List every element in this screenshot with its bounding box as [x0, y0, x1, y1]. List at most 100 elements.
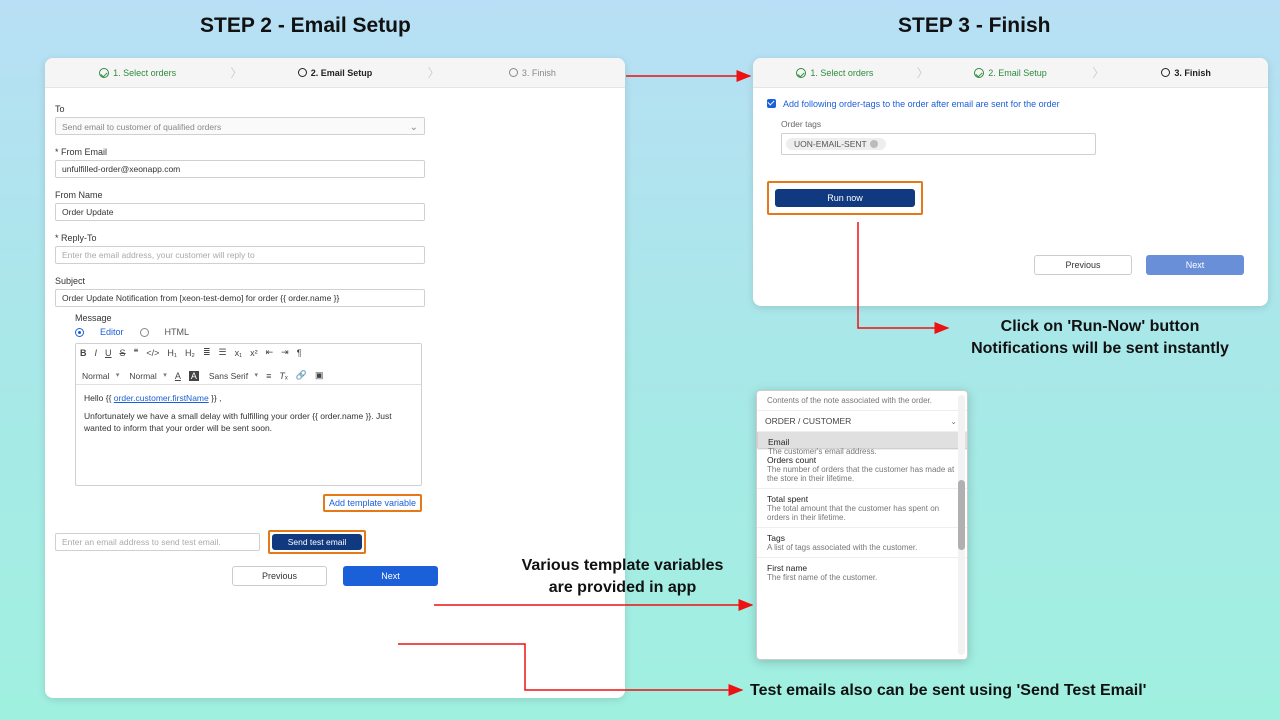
var-row-total-spent[interactable]: Total spent The total amount that the cu… [757, 488, 967, 527]
radio-html[interactable] [140, 328, 149, 337]
message-label: Message [75, 313, 615, 323]
link-icon[interactable]: 🔗 [296, 370, 307, 381]
wizard-step-1[interactable]: 1. Select orders [753, 68, 917, 78]
chevron-icon: 〉 [917, 64, 929, 81]
wizard-step-2[interactable]: 2. Email Setup [242, 68, 427, 78]
panel-step2: 1. Select orders 〉 2. Email Setup 〉 3. F… [45, 58, 625, 698]
h2-button[interactable]: H₂ [185, 348, 195, 358]
next-button[interactable]: Next [1146, 255, 1244, 275]
var-row-first-name[interactable]: First name The first name of the custome… [757, 557, 967, 587]
order-tags-input[interactable]: UON-EMAIL-SENT [781, 133, 1096, 155]
wizard-step-2-label: 2. Email Setup [311, 68, 373, 78]
send-test-email-button[interactable]: Send test email [272, 534, 362, 550]
subject-input[interactable] [55, 289, 425, 307]
indent-icon[interactable]: ⇥ [281, 347, 289, 358]
list-ol-icon[interactable]: ≣ [203, 347, 211, 358]
wizard-step-3-label: 3. Finish [522, 68, 556, 78]
var-title: Email [768, 437, 968, 447]
run-now-button[interactable]: Run now [775, 189, 915, 207]
editor-template-var: order.customer.firstName [114, 393, 209, 403]
wizard-step-2[interactable]: 2. Email Setup [929, 68, 1093, 78]
direction-icon[interactable]: ¶ [297, 348, 302, 358]
check-icon [796, 68, 806, 78]
highlight-send-test-email: Send test email [268, 530, 366, 554]
scrollbar[interactable] [958, 395, 965, 655]
underline-icon[interactable]: U [105, 348, 112, 358]
wizard-step3: 1. Select orders 〉 2. Email Setup 〉 3. F… [753, 58, 1268, 88]
image-icon[interactable]: ▣ [315, 370, 324, 381]
var-title: Orders count [767, 455, 957, 465]
bold-icon[interactable]: B [80, 348, 87, 358]
textcolor-icon[interactable]: A [175, 371, 181, 381]
editor-toolbar: B I U S ❝ </> H₁ H₂ ≣ ☰ x₁ x² ⇤ ⇥ ¶ Nor [76, 344, 421, 385]
sup-button[interactable]: x² [250, 348, 258, 358]
from-name-label: From Name [55, 190, 615, 200]
outdent-icon[interactable]: ⇤ [266, 347, 274, 358]
wizard-step-3[interactable]: 3. Finish [440, 68, 625, 78]
editor-paragraph: Unfortunately we have a small delay with… [84, 411, 394, 435]
wizard-step-3[interactable]: 3. Finish [1104, 68, 1268, 78]
chevron-down-icon: ⌄ [950, 417, 957, 426]
circle-icon [298, 68, 307, 77]
from-email-label: * From Email [55, 147, 615, 157]
list-ul-icon[interactable]: ☰ [218, 347, 226, 358]
size-select[interactable]: Normal [127, 371, 166, 381]
var-row-note[interactable]: Contents of the note associated with the… [757, 391, 967, 410]
editor-text: Hello {{ [84, 393, 114, 403]
previous-button[interactable]: Previous [232, 566, 327, 586]
to-select-value: Send email to customer of qualified orde… [62, 122, 221, 132]
var-desc: The customer's email address. [768, 447, 968, 456]
var-row-tags[interactable]: Tags A list of tags associated with the … [757, 527, 967, 557]
var-desc: Contents of the note associated with the… [767, 396, 957, 405]
circle-icon [509, 68, 518, 77]
font-select[interactable]: Sans Serif [207, 371, 258, 381]
check-icon [99, 68, 109, 78]
var-section-header[interactable]: ORDER / CUSTOMER ⌄ [757, 410, 967, 431]
sub-button[interactable]: x₁ [235, 348, 243, 358]
reply-to-label: * Reply-To [55, 233, 615, 243]
editor-text: }} , [209, 393, 222, 403]
from-email-input[interactable] [55, 160, 425, 178]
previous-button[interactable]: Previous [1034, 255, 1132, 275]
form-body: To Send email to customer of qualified o… [45, 88, 625, 598]
var-title: First name [767, 563, 957, 573]
order-tags-checkbox[interactable] [767, 99, 776, 108]
var-section-label: ORDER / CUSTOMER [765, 416, 851, 426]
editor-body[interactable]: Hello {{ order.customer.firstName }} , U… [76, 385, 421, 485]
next-button[interactable]: Next [343, 566, 438, 586]
radio-editor[interactable] [75, 328, 84, 337]
var-desc: A list of tags associated with the custo… [767, 543, 957, 552]
italic-icon[interactable]: I [95, 348, 98, 358]
h1-button[interactable]: H₁ [167, 348, 177, 358]
code-icon[interactable]: </> [146, 348, 159, 358]
reply-to-input[interactable] [55, 246, 425, 264]
wizard-step-1-label: 1. Select orders [810, 68, 873, 78]
clear-icon[interactable]: Tₓ [279, 371, 287, 381]
subject-label: Subject [55, 276, 615, 286]
add-template-variable-link[interactable]: Add template variable [329, 498, 416, 508]
strike-icon[interactable]: S [120, 348, 126, 358]
chevron-icon: 〉 [1092, 64, 1104, 81]
from-name-input[interactable] [55, 203, 425, 221]
var-title: Total spent [767, 494, 957, 504]
var-title: Tags [767, 533, 957, 543]
scrollbar-thumb[interactable] [958, 480, 965, 550]
highlight-add-template-variable: Add template variable [323, 494, 422, 512]
test-email-input[interactable] [55, 533, 260, 551]
step3-body: Add following order-tags to the order af… [753, 88, 1268, 289]
tag-remove-icon[interactable] [870, 140, 878, 148]
heading-select[interactable]: Normal [80, 371, 119, 381]
tag-pill[interactable]: UON-EMAIL-SENT [786, 138, 886, 150]
wizard-step-3-label: 3. Finish [1174, 68, 1211, 78]
align-icon[interactable]: ≡ [266, 371, 271, 381]
to-label: To [55, 104, 615, 114]
wizard-step-1[interactable]: 1. Select orders [45, 68, 230, 78]
wizard-step2: 1. Select orders 〉 2. Email Setup 〉 3. F… [45, 58, 625, 88]
quote-icon[interactable]: ❝ [134, 347, 139, 358]
bgcolor-icon[interactable]: A [189, 371, 199, 381]
rich-text-editor: B I U S ❝ </> H₁ H₂ ≣ ☰ x₁ x² ⇤ ⇥ ¶ Nor [75, 343, 422, 486]
heading-step2: STEP 2 - Email Setup [200, 14, 411, 38]
var-row-email[interactable]: Email The customer's email address. [757, 431, 968, 449]
to-select[interactable]: Send email to customer of qualified orde… [55, 117, 425, 135]
annotation-test-email: Test emails also can be sent using 'Send… [750, 680, 1146, 702]
